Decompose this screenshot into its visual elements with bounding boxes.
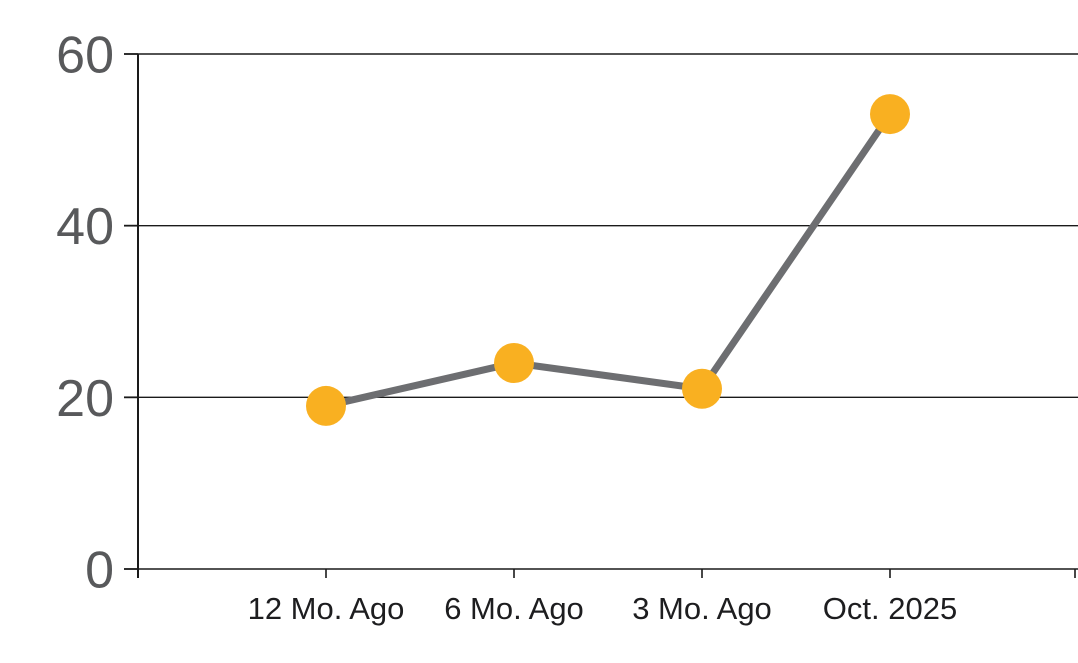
data-point [870,94,910,135]
y-tick-label: 40 [56,198,114,256]
data-point [494,343,534,383]
data-point [682,368,722,409]
data-line [322,110,894,410]
y-tick-label: 20 [56,370,114,428]
x-tick-label: 12 Mo. Ago [248,591,405,626]
y-tick-label: 0 [85,542,114,600]
x-tick-label: 6 Mo. Ago [444,591,584,626]
data-point [306,385,346,426]
x-tick-label: 3 Mo. Ago [632,591,772,626]
y-tick-label: 60 [56,27,114,85]
x-tick-label: Oct. 2025 [823,591,957,626]
